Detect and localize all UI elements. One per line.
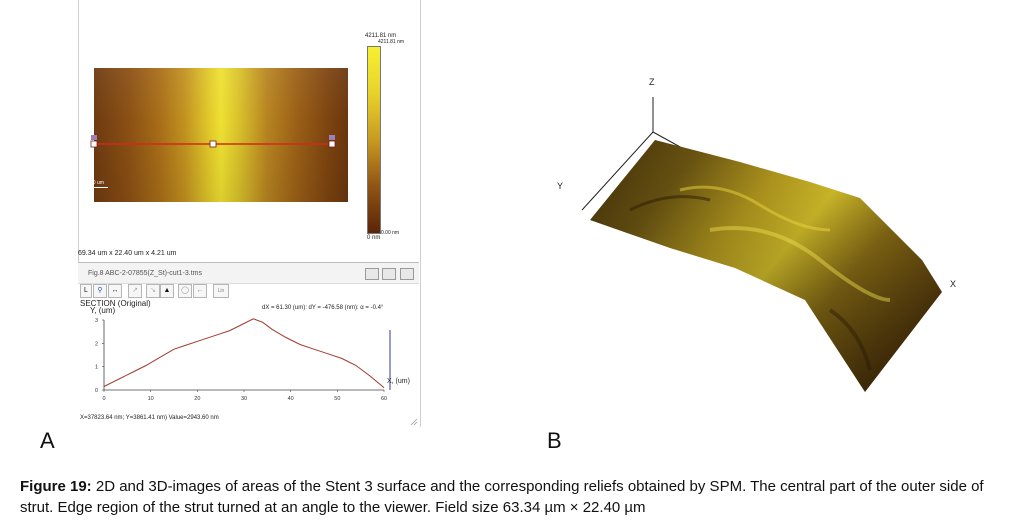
section-start-marker	[91, 135, 97, 140]
x-tick-label: 30	[241, 396, 247, 402]
caption-prefix: Figure 19:	[20, 478, 92, 495]
caption-text: 2D and 3D-images of areas of the Stent 3…	[20, 478, 984, 516]
colorbar-top-label: 4211.81 nm	[365, 33, 397, 39]
section-window-titlebar: Fig.8 ABC-2-07855(Z_St)-cut1-3.tms	[78, 263, 419, 284]
topography-2d-image	[94, 68, 348, 202]
surface-shadow-2	[828, 308, 872, 371]
maximize-button[interactable]	[382, 268, 396, 280]
scale-bar	[88, 187, 108, 189]
y-tick-label: 1	[95, 365, 98, 371]
section-line-overlay	[90, 135, 336, 148]
x-tick-label: 40	[288, 396, 294, 402]
zoom-mode-button[interactable]: Lin	[213, 284, 229, 298]
colorbar-bottom-label-2: 0.00 nm	[381, 230, 400, 236]
y-axis-line	[581, 131, 654, 211]
section-window	[78, 262, 419, 428]
profile-ticks: 0 10 20 30 40 50 60 0 1 2 3	[95, 318, 387, 402]
surface-highlight-1	[679, 185, 831, 232]
tool-6-icon[interactable]: ◯	[178, 284, 192, 298]
section-mid-handle[interactable]	[209, 140, 217, 148]
x-tick-label: 20	[194, 396, 200, 402]
resize-grip-icon[interactable]	[410, 418, 418, 426]
section-end-handle[interactable]	[328, 140, 336, 148]
minimize-button[interactable]	[365, 268, 379, 280]
profile-line	[103, 318, 385, 389]
colorbar-top-label-2: 4211.81 nm	[378, 39, 405, 45]
status-bar: X=37823.64 nm; Y=3861.41 nm) Value=2943.…	[80, 415, 219, 421]
pan-tool-icon[interactable]: ↔	[108, 284, 122, 298]
y-axis-label-3d: Y	[557, 181, 564, 191]
surface-shadow-1	[629, 195, 711, 212]
close-button[interactable]	[400, 268, 414, 280]
section-title: SECTION (Original)	[80, 299, 151, 308]
z-axis-label: Z	[649, 77, 655, 87]
x-tick-label: 0	[102, 396, 105, 402]
y-tick-label: 0	[95, 388, 98, 394]
tool-3-icon[interactable]: ↗	[128, 284, 142, 298]
x-tick-label: 10	[148, 396, 154, 402]
y-tick-label: 2	[95, 341, 98, 347]
y-tick-label: 3	[95, 318, 98, 324]
panel-a-label: A	[40, 428, 55, 453]
profile-axes	[103, 320, 384, 391]
panel-a-frame	[78, 0, 421, 427]
panel-b-label: B	[547, 428, 562, 453]
window-title: Fig.8 ABC-2-07855(Z_St)-cut1-3.tms	[88, 270, 202, 277]
measurement-readout: dX = 61.30 (um): dY = -476.58 (nm): α = …	[262, 305, 384, 311]
colorbar-bottom-label: 0 nm	[367, 235, 381, 241]
zoom-tool-icon[interactable]: ⚲	[93, 284, 107, 298]
select-tool-icon[interactable]: L	[80, 284, 92, 298]
section-profile-chart: 0 10 20 30 40 50 60 0 1 2 3	[95, 318, 391, 402]
surface-shading	[590, 140, 942, 392]
surface-highlight-2	[709, 226, 891, 302]
x-axis-label: X, (um)	[387, 378, 410, 385]
image-dimensions: 69.34 um x 22.40 um x 4.21 um	[78, 250, 177, 257]
x-tick-label: 60	[381, 396, 387, 402]
surface-3d-view	[581, 97, 942, 392]
figure-caption: Figure 19: 2D and 3D-images of areas of …	[20, 476, 1010, 518]
tool-4-icon[interactable]: ↘	[146, 284, 160, 298]
height-colorbar	[367, 46, 381, 234]
tool-7-icon[interactable]: ←	[193, 284, 207, 298]
tool-5-icon[interactable]: ▲	[160, 284, 174, 298]
y-axis-label: Y, (um)	[90, 306, 116, 315]
section-start-handle[interactable]	[90, 140, 98, 148]
scale-bar-label: 10 um	[90, 180, 104, 186]
x-tick-label: 50	[334, 396, 340, 402]
section-end-marker	[329, 135, 335, 140]
x-axis-label-3d: X	[950, 279, 957, 289]
